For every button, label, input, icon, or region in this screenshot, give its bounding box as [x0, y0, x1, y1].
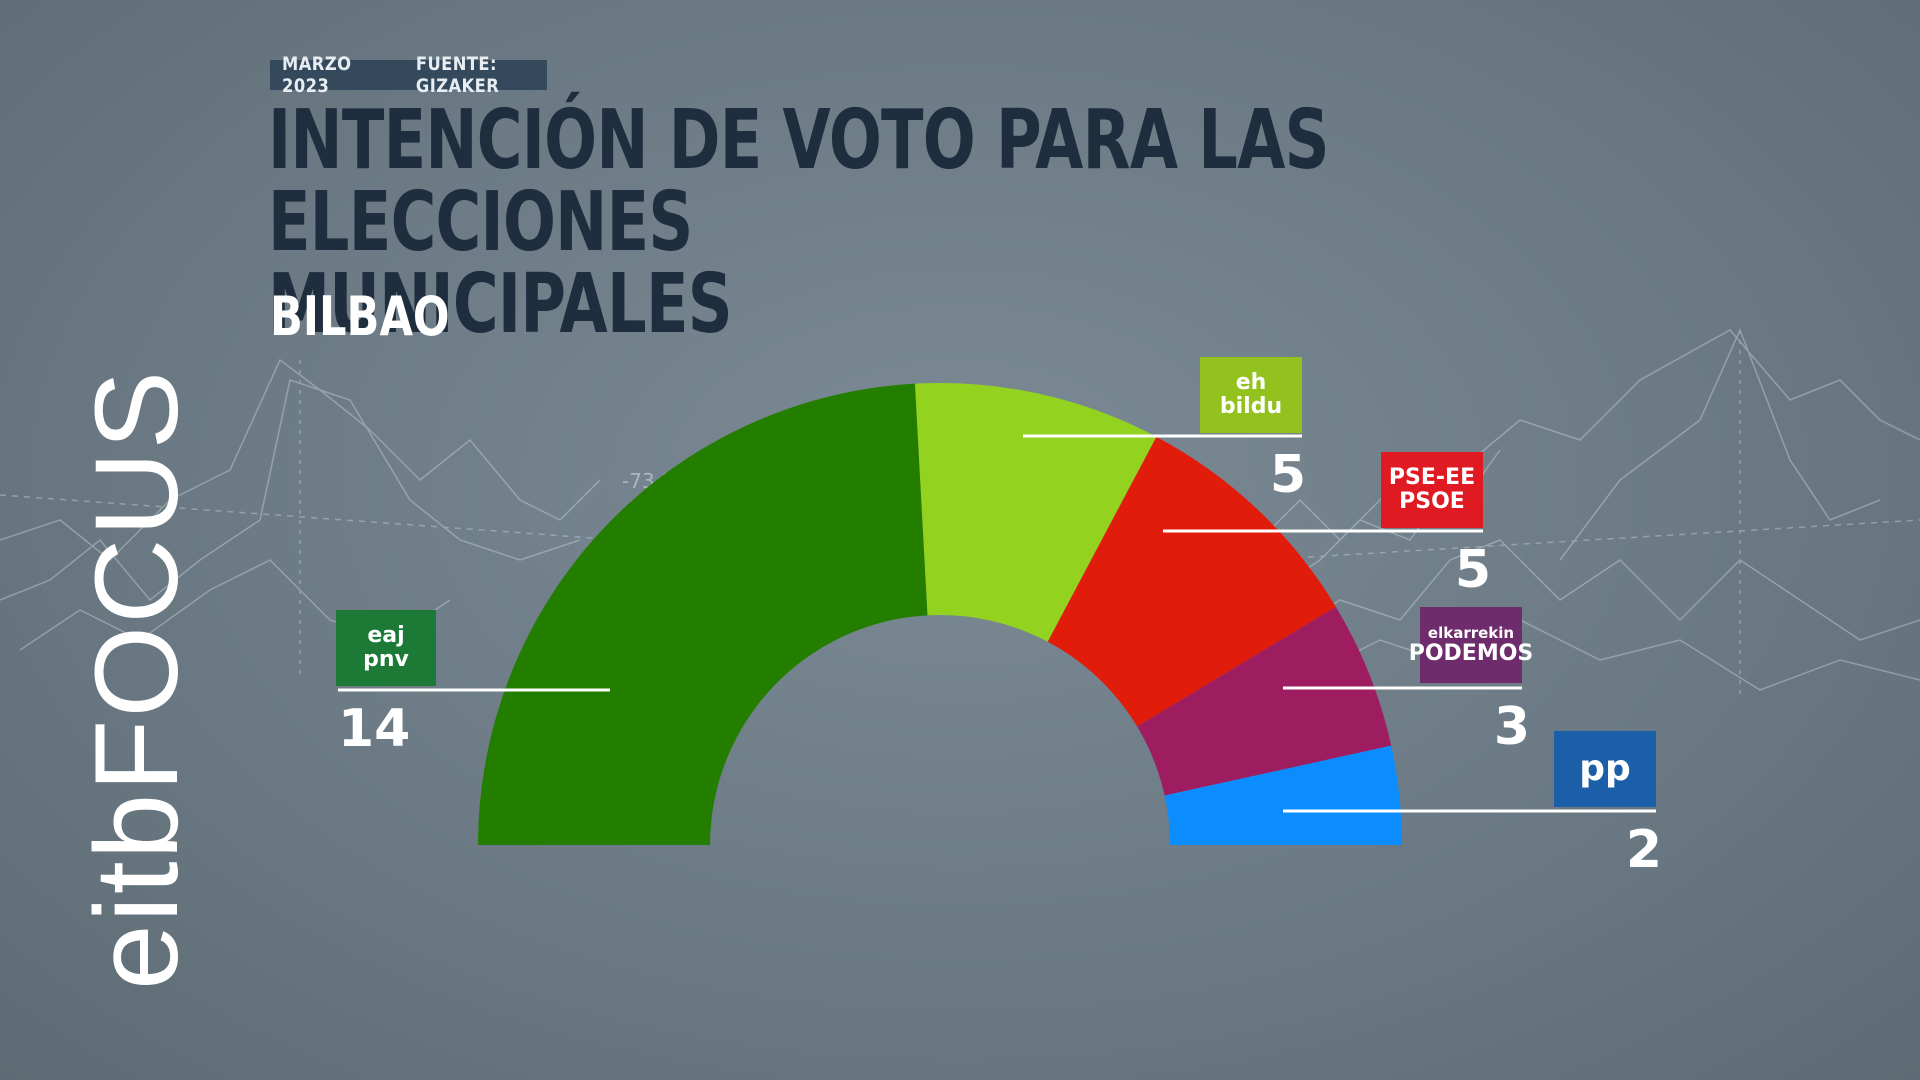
chart-subtitle: BILBAO — [270, 285, 450, 348]
source-label: FUENTE: GIZAKER — [415, 53, 500, 97]
seat-count-1: 5 — [1269, 445, 1306, 505]
party-logo-2: PSE-EE PSOE — [1381, 452, 1483, 528]
party-logo-text: PODEMOS — [1408, 640, 1534, 666]
party-logo-0: eaj pnv — [336, 610, 436, 686]
party-logo-1: eh bildu — [1200, 357, 1302, 433]
seat-count-0: 14 — [338, 699, 411, 759]
party-logo-text: eaj — [367, 623, 405, 648]
date-label: MARZO 2023 — [282, 53, 352, 97]
party-logo-4: pp — [1554, 731, 1656, 807]
seat-segment-1 — [914, 383, 1157, 642]
seat-segment-3 — [1137, 606, 1392, 796]
seat-count-3: 3 — [1493, 697, 1530, 757]
party-logo-text: bildu — [1219, 394, 1283, 419]
chart-title: INTENCIÓN DE VOTO PARA LAS ELECCIONES MU… — [268, 100, 1332, 346]
party-logo-text: PSOE — [1399, 489, 1465, 514]
seat-segment-2 — [1047, 436, 1336, 727]
party-logo-3: elkarrekin PODEMOS — [1409, 607, 1533, 683]
party-logo-text: PSE-EE — [1388, 465, 1476, 490]
seat-count-2: 5 — [1454, 540, 1491, 600]
party-logo-text: eh — [1235, 370, 1267, 395]
seat-segment-4 — [1164, 745, 1402, 845]
party-logo-text: pp — [1579, 748, 1631, 789]
title-line-2: MUNICIPALES — [268, 257, 733, 352]
seat-count-4: 2 — [1625, 820, 1662, 880]
party-logo-text: elkarrekin — [1427, 623, 1515, 642]
seat-segment-0 — [478, 383, 928, 845]
party-logo-text: pnv — [363, 647, 409, 672]
title-line-1: INTENCIÓN DE VOTO PARA LAS ELECCIONES — [268, 93, 1330, 270]
meta-bar: MARZO 2023 FUENTE: GIZAKER — [270, 53, 547, 97]
